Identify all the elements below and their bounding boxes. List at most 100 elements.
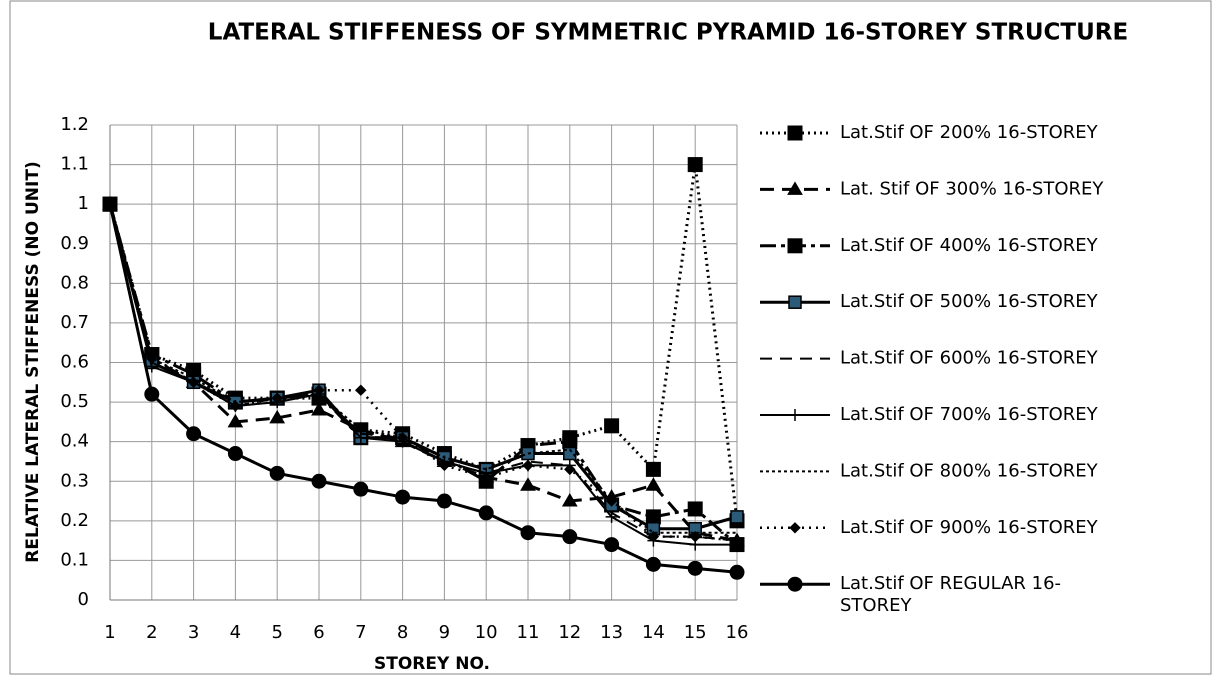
x-tick-label: 9: [439, 622, 450, 643]
marker: [605, 495, 618, 507]
legend-label: Lat.Stif OF 900% 16-STOREY: [840, 517, 1099, 538]
marker: [269, 409, 286, 424]
marker: [227, 446, 243, 462]
marker: [353, 481, 369, 497]
marker: [438, 459, 451, 472]
marker: [604, 537, 620, 553]
marker: [313, 384, 325, 396]
marker: [604, 418, 620, 434]
legend-label: Lat.Stif OF 400% 16-STOREY: [840, 235, 1099, 256]
y-tick-label: 0.1: [60, 549, 89, 570]
marker: [144, 386, 160, 402]
marker: [395, 489, 411, 505]
x-tick-label: 6: [313, 622, 324, 643]
x-tick-label: 8: [397, 622, 408, 643]
marker: [687, 157, 703, 173]
legend-label: Lat.Stif OF 800% 16-STOREY: [840, 460, 1099, 481]
marker: [520, 525, 536, 541]
y-tick-label: 0.6: [60, 352, 89, 373]
x-tick-label: 11: [517, 622, 540, 643]
y-tick-label: 1: [78, 193, 89, 214]
chart-title: LATERAL STIFFENESS OF SYMMETRIC PYRAMID …: [208, 20, 1128, 46]
x-tick-label: 7: [355, 622, 366, 643]
marker: [564, 463, 576, 476]
marker: [436, 493, 452, 509]
legend-marker: [788, 295, 802, 309]
series-line: [108, 203, 738, 542]
marker: [687, 560, 703, 576]
marker: [269, 465, 285, 481]
legend-marker: [787, 181, 803, 195]
x-tick-label: 13: [600, 622, 623, 643]
x-tick-label: 1: [104, 622, 115, 643]
x-tick-label: 12: [558, 622, 581, 643]
legend-item: Lat.Stif OF 700% 16-STOREY: [760, 404, 1099, 425]
marker: [689, 530, 701, 543]
marker: [146, 352, 158, 365]
legend-item: Lat.Stif OF 200% 16-STOREY: [760, 122, 1099, 143]
chart-border: [9, 0, 1212, 675]
y-tick-label: 0.2: [60, 510, 89, 531]
y-tick-label: 1.2: [60, 114, 89, 135]
marker: [730, 510, 744, 524]
marker: [271, 392, 283, 404]
marker: [186, 426, 202, 442]
marker: [562, 434, 578, 450]
marker: [478, 505, 494, 521]
legend-marker: [787, 125, 803, 141]
x-tick-label: 5: [271, 622, 282, 643]
legend-marker: [787, 576, 803, 592]
legend-label: Lat.Stif OF 200% 16-STOREY: [840, 122, 1099, 143]
legend-marker: [787, 238, 803, 254]
x-tick-label: 10: [475, 622, 498, 643]
marker: [311, 473, 327, 489]
series-line: [109, 203, 737, 534]
x-tick-label: 3: [188, 622, 199, 643]
series: [102, 196, 745, 580]
y-tick-label: 0.8: [60, 272, 89, 293]
y-tick-label: 0.9: [60, 233, 89, 254]
legend-item: Lat. Stif OF 300% 16-STOREY: [760, 178, 1104, 199]
marker: [355, 384, 367, 396]
marker: [731, 534, 743, 547]
marker: [227, 413, 244, 428]
series-line: [108, 203, 738, 574]
y-tick-label: 0: [78, 589, 89, 610]
marker: [605, 510, 618, 523]
marker: [561, 493, 578, 507]
y-tick-label: 1.1: [60, 154, 89, 175]
x-tick-label: 15: [684, 622, 707, 643]
marker: [311, 402, 327, 416]
marker: [522, 459, 534, 472]
series-line: [109, 203, 738, 542]
legend-label: Lat.Stif OF 500% 16-STOREY: [840, 291, 1099, 312]
marker: [645, 477, 662, 491]
legend-item: Lat.Stif OF 800% 16-STOREY: [760, 460, 1099, 481]
marker: [396, 432, 409, 444]
marker: [687, 501, 703, 517]
x-tick-label: 2: [146, 622, 157, 643]
marker: [645, 509, 661, 525]
legend-item: Lat.Stif OF REGULAR 16-STOREY: [760, 573, 1061, 616]
marker: [562, 529, 578, 545]
y-tick-label: 0.7: [60, 312, 89, 333]
legend-label: Lat.Stif OF 700% 16-STOREY: [840, 404, 1099, 425]
marker: [187, 376, 200, 388]
marker: [645, 461, 661, 477]
y-tick-label: 0.4: [60, 431, 89, 452]
marker: [102, 196, 118, 212]
y-tick-label: 0.5: [60, 391, 89, 412]
legend-label: Lat.Stif OF REGULAR 16-STOREY: [840, 573, 1061, 616]
legend-item: Lat.Stif OF 500% 16-STOREY: [760, 291, 1099, 312]
x-tick-label: 14: [642, 622, 665, 643]
legend-item: Lat.Stif OF 400% 16-STOREY: [760, 235, 1099, 256]
x-tick-label: 4: [230, 622, 241, 643]
y-axis-title: RELATIVE LATERAL STIFFENESS (NO UNIT): [23, 161, 43, 562]
marker: [229, 400, 242, 412]
legend-label: Lat.Stif OF 600% 16-STOREY: [840, 348, 1099, 369]
marker: [520, 477, 536, 491]
series-line: [108, 163, 739, 522]
legend-marker: [789, 522, 801, 534]
x-axis-title: STOREY NO.: [374, 654, 490, 674]
